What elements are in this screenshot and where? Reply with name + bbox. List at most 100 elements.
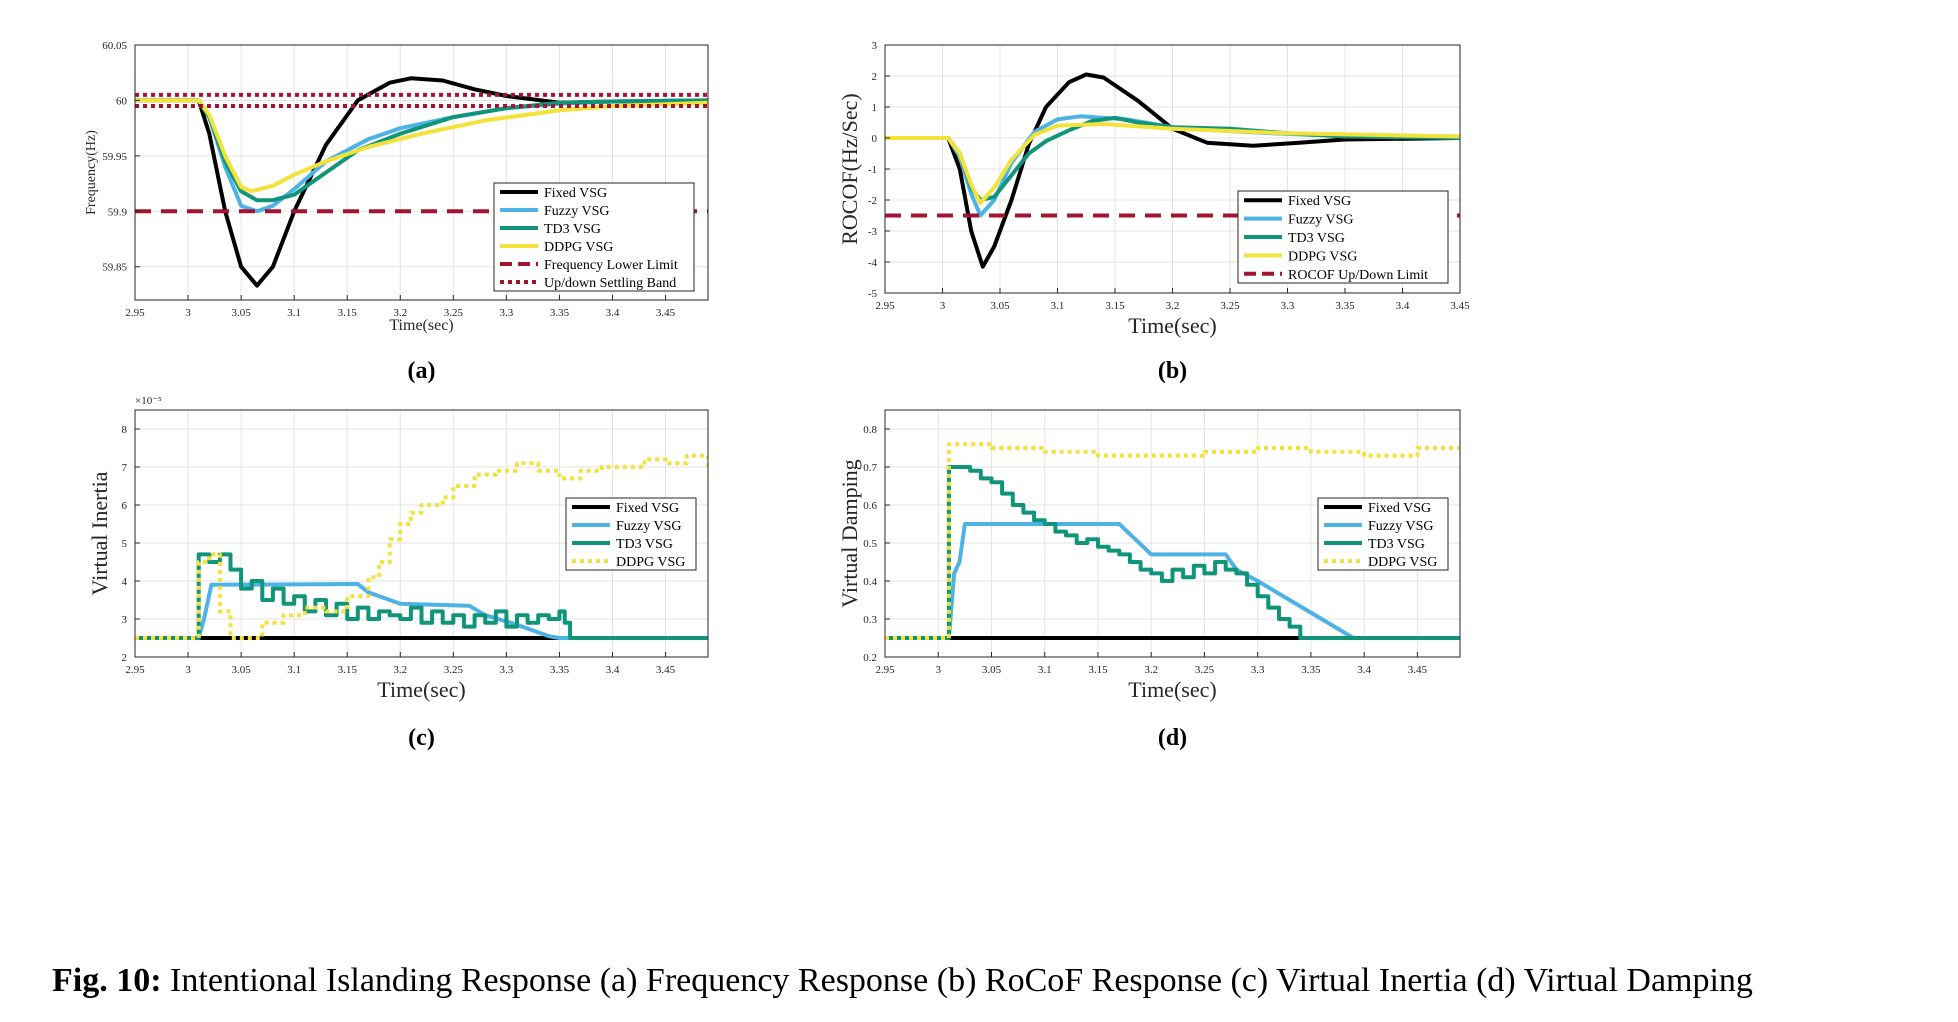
y-tick-label: 60 bbox=[116, 95, 128, 107]
y-tick-label: 3 bbox=[122, 614, 128, 626]
fixed-vsg-line bbox=[135, 76, 708, 288]
legend-entry-label: Up/down Settling Band bbox=[544, 276, 676, 291]
y-tick-label: 0 bbox=[872, 133, 878, 145]
legend-entry-label: TD3 VSG bbox=[1368, 537, 1425, 552]
x-tick-label: 3.15 bbox=[1105, 300, 1125, 312]
x-tick-label: 3.4 bbox=[1396, 300, 1410, 312]
panel-c-virtual-inertia-chart: 2.95 3 3.05 3.1 3.15 3.2 3.25 3.3 3.35 3.4 3.45 2 3 4… bbox=[87, 395, 709, 751]
x-axis-label: Time(sec) bbox=[1128, 313, 1216, 338]
panel-label: (b) bbox=[1158, 358, 1187, 384]
x-tick-label: 2.95 bbox=[125, 664, 145, 676]
x-tick-label: 3.45 bbox=[1408, 664, 1428, 676]
y-tick-label: -2 bbox=[868, 195, 877, 207]
y-tick-label: 0.8 bbox=[863, 424, 877, 436]
x-tick-label: 3.3 bbox=[1281, 300, 1295, 312]
axes-box bbox=[134, 409, 709, 658]
panel-label: (c) bbox=[408, 725, 435, 751]
y-tick-label: -4 bbox=[868, 257, 878, 269]
x-tick-label: 3 bbox=[185, 664, 191, 676]
x-tick-label: 3.15 bbox=[338, 307, 358, 319]
x-tick-label: 3.3 bbox=[500, 664, 514, 676]
x-tick-label: 3.3 bbox=[1251, 664, 1265, 676]
y-tick-label: 59.9 bbox=[108, 206, 128, 218]
x-tick-label: 3.4 bbox=[606, 307, 620, 319]
legend-entry-label: Fixed VSG bbox=[616, 501, 679, 516]
legend: Fixed VSG Fuzzy VSG TD3 VSG DDPG VSG Frequen… bbox=[493, 182, 695, 292]
y-tick-label: -1 bbox=[868, 164, 877, 176]
y-tick-label: 0.4 bbox=[863, 576, 877, 588]
legend: Fixed VSG Fuzzy VSG TD3 VSG DDPG VSG ROCOF U… bbox=[1237, 190, 1449, 284]
legend-entry-label: Fixed VSG bbox=[1368, 501, 1431, 516]
y-tick-label: -3 bbox=[868, 226, 878, 238]
legend-entry-label: DDPG VSG bbox=[1368, 555, 1437, 570]
x-tick-label: 3.05 bbox=[231, 664, 251, 676]
x-tick-label: 3.1 bbox=[287, 307, 301, 319]
x-tick-label: 3.25 bbox=[444, 664, 464, 676]
axes-box bbox=[884, 409, 1461, 658]
x-tick-label: 3.2 bbox=[1144, 664, 1158, 676]
x-tick-label: 2.95 bbox=[875, 664, 895, 676]
y-tick-label: 6 bbox=[122, 500, 128, 512]
y-tick-label: 3 bbox=[872, 40, 878, 52]
legend-entry-label: DDPG VSG bbox=[616, 555, 685, 570]
fuzzy-vsg-line bbox=[135, 582, 708, 640]
panel-d-virtual-damping-chart: 2.95 3 3.05 3.1 3.15 3.2 3.25 3.3 3.35 3.4 3.45 0.2… bbox=[837, 409, 1461, 751]
y-tick-label: 0.2 bbox=[863, 652, 877, 664]
y-tick-label: 4 bbox=[122, 576, 128, 588]
ddpg-vsg-line bbox=[135, 453, 708, 640]
y-tick-label: 1 bbox=[872, 102, 878, 114]
y-tick-label: 5 bbox=[122, 538, 128, 550]
x-tick-label: 3.2 bbox=[1166, 300, 1180, 312]
y-tick-label: 59.85 bbox=[102, 262, 127, 274]
x-tick-label: 3.35 bbox=[1301, 664, 1321, 676]
y-axis-label: Virtual Damping bbox=[837, 459, 862, 607]
panel-a-frequency-chart: 2.95 3 3.05 3.1 3.15 3.2 3.25 3.3 3.35 3.4 3.45 59.… bbox=[84, 40, 709, 384]
y-tick-label: 0.3 bbox=[863, 614, 877, 626]
x-tick-label: 3.35 bbox=[1335, 300, 1355, 312]
fuzzy-vsg-line bbox=[885, 522, 1460, 640]
y-axis-label: Frequency(Hz) bbox=[84, 130, 99, 215]
panel-label: (a) bbox=[408, 358, 436, 384]
y-tick-label: 59.95 bbox=[102, 151, 127, 163]
x-tick-label: 3.2 bbox=[393, 664, 407, 676]
legend-entry-label: Frequency Lower Limit bbox=[544, 258, 678, 273]
x-axis-label: Time(sec) bbox=[377, 677, 465, 702]
legend-entry-label: Fuzzy VSG bbox=[1368, 519, 1433, 534]
x-tick-label: 3.45 bbox=[656, 664, 676, 676]
x-tick-label: 3.45 bbox=[656, 307, 676, 319]
legend-entry-label: TD3 VSG bbox=[544, 222, 601, 237]
y-tick-label: 0.6 bbox=[863, 500, 877, 512]
axes-box bbox=[134, 44, 709, 301]
legend: Fixed VSG Fuzzy VSG TD3 VSG DDPG VSG bbox=[1317, 497, 1449, 571]
legend-entry-label: Fuzzy VSG bbox=[544, 204, 609, 219]
y-tick-label: -5 bbox=[868, 288, 878, 300]
x-tick-label: 3.3 bbox=[500, 307, 514, 319]
x-tick-label: 3.1 bbox=[287, 664, 301, 676]
x-tick-label: 3.2 bbox=[393, 307, 407, 319]
legend-entry-label: DDPG VSG bbox=[544, 240, 613, 255]
y-axis-label: Virtual Inertia bbox=[87, 471, 112, 595]
legend-box bbox=[493, 182, 695, 292]
x-tick-label: 3.35 bbox=[550, 307, 570, 319]
x-tick-label: 3.15 bbox=[338, 664, 358, 676]
legend-entry-label: TD3 VSG bbox=[1288, 231, 1345, 246]
panel-b-rocof-chart: 2.95 3 3.05 3.1 3.15 3.2 3.25 3.3 3.35 3.4 3.45 -5 -… bbox=[837, 40, 1470, 384]
x-axis-label: Time(sec) bbox=[389, 317, 453, 334]
y-tick-label: 8 bbox=[122, 424, 128, 436]
x-tick-label: 3.25 bbox=[1220, 300, 1240, 312]
panel-label: (d) bbox=[1158, 725, 1187, 751]
caption-text: Intentional Islanding Response (a) Frequ… bbox=[170, 962, 1753, 999]
series-group bbox=[885, 442, 1460, 640]
legend-entry-label: Fixed VSG bbox=[1288, 194, 1351, 209]
x-axis-label: Time(sec) bbox=[1128, 677, 1216, 702]
y-axis-label: ROCOF(Hz/Sec) bbox=[837, 93, 862, 245]
legend-entry-label: ROCOF Up/Down Limit bbox=[1288, 268, 1428, 283]
legend-entry-label: Fixed VSG bbox=[544, 186, 607, 201]
series-group bbox=[135, 453, 708, 640]
td3-vsg-line bbox=[885, 465, 1460, 640]
x-tick-label: 3.4 bbox=[1357, 664, 1371, 676]
x-tick-label: 2.95 bbox=[125, 307, 145, 319]
td3-vsg-line bbox=[135, 552, 708, 640]
y-tick-label: 2 bbox=[872, 71, 878, 83]
